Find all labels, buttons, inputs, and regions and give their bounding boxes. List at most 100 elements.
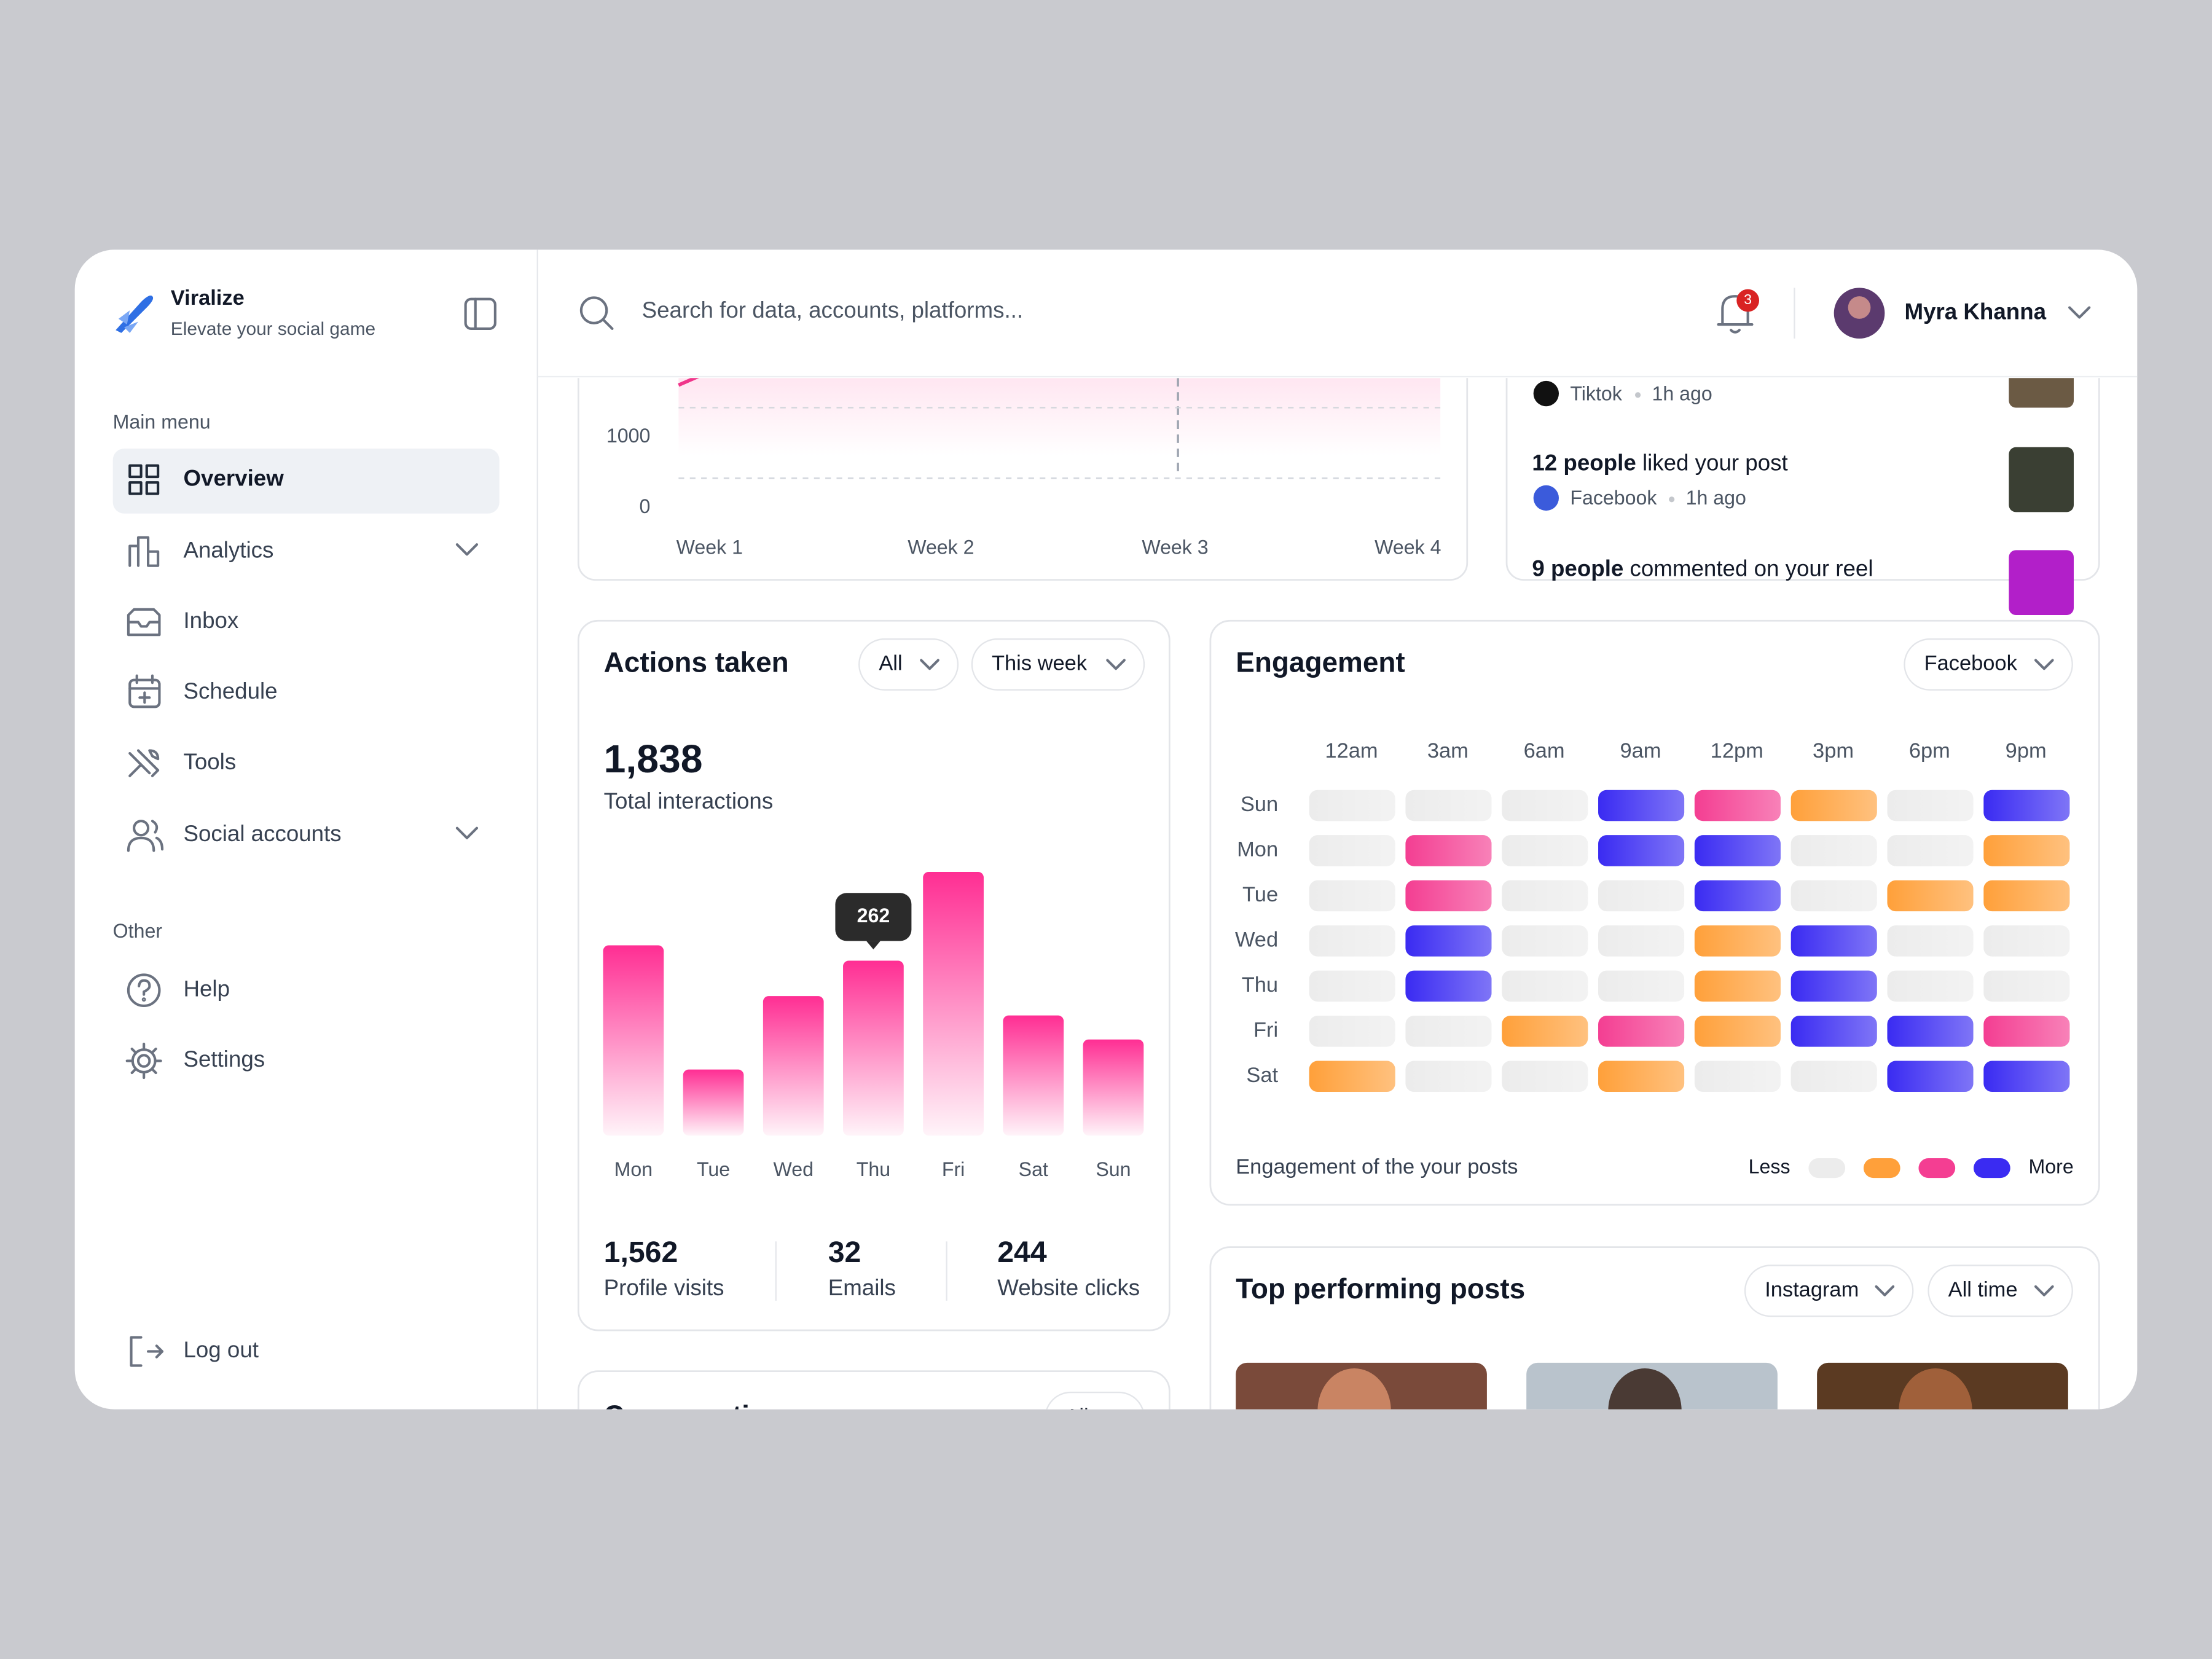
- dropdown[interactable]: [1928, 1265, 2073, 1317]
- chevron: [1107, 1414, 1124, 1422]
- cell-shade: [1694, 835, 1781, 866]
- dropdown[interactable]: [971, 638, 1145, 691]
- total: 1,838: [604, 737, 703, 781]
- menu-item[interactable]: Schedule: [183, 678, 277, 704]
- x-tick-label: Week 1: [677, 536, 743, 559]
- chevron: [2034, 1285, 2054, 1296]
- cell-shade: [1405, 1016, 1492, 1047]
- cell-shade: [1983, 835, 2070, 866]
- total-label: Total interactions: [604, 788, 774, 814]
- tooltip: [835, 893, 912, 941]
- y-tick-label: 0: [640, 495, 651, 517]
- line-series: [678, 378, 699, 387]
- chevron: [1106, 659, 1126, 670]
- time: 1h ago: [1652, 382, 1712, 404]
- cell-shade: [1790, 925, 1877, 957]
- thumbnail: [2009, 447, 2074, 512]
- x-tick-label: Week 4: [1375, 536, 1441, 559]
- dropdown-label: Facebook: [1924, 651, 2018, 675]
- cell-shade: [1405, 835, 1492, 866]
- bar: [683, 1069, 744, 1136]
- cell-shade: [1694, 1061, 1781, 1092]
- dropdown[interactable]: [1904, 638, 2073, 691]
- search-input[interactable]: Search for data, accounts, platforms...: [642, 297, 1023, 323]
- cell-shade: [1983, 1016, 2070, 1047]
- cell-shade: [1502, 880, 1588, 912]
- cell-shade: [1790, 1016, 1877, 1047]
- x-tick-label: Wed: [773, 1158, 813, 1180]
- area: [678, 378, 1441, 456]
- cell-shade: [1983, 880, 2070, 912]
- row-label: Wed: [1235, 928, 1278, 951]
- x-tick-label: Tue: [697, 1158, 730, 1180]
- bar: [763, 996, 824, 1136]
- bar: [603, 945, 664, 1136]
- dropdown[interactable]: [1045, 1391, 1144, 1443]
- search-icon: [602, 319, 614, 331]
- cell-shade: [1502, 970, 1588, 1002]
- cell-shade: [1405, 970, 1492, 1002]
- row-label: Mon: [1237, 838, 1278, 861]
- cell-shade: [1694, 1016, 1781, 1047]
- cell-shade: [1694, 925, 1781, 957]
- dropdown-label: This week: [992, 651, 1088, 675]
- tooltip-tip: [866, 941, 880, 950]
- column-label: 3am: [1427, 739, 1469, 763]
- sidebar-toggle[interactable]: [464, 297, 496, 331]
- cell-shade: [1502, 835, 1588, 866]
- menu-item[interactable]: Settings: [183, 1046, 265, 1072]
- column-label: 6am: [1524, 739, 1565, 763]
- column-label: 12am: [1325, 739, 1378, 763]
- message: commented on your reel: [1623, 555, 1873, 581]
- active-item[interactable]: [112, 449, 500, 514]
- cell-shade: [1790, 790, 1877, 822]
- column-label: 3pm: [1813, 739, 1854, 763]
- dropdown[interactable]: [858, 638, 959, 691]
- column-label: 9am: [1620, 739, 1661, 763]
- dropdown-label: Instagram: [1765, 1278, 1859, 1301]
- avatar-face: [1848, 296, 1871, 319]
- user-name[interactable]: Myra Khanna: [1904, 299, 2046, 324]
- card-title: Actions taken: [604, 646, 789, 678]
- menu-item[interactable]: Analytics: [183, 537, 273, 562]
- search-icon: [579, 296, 608, 324]
- menu-item[interactable]: Tools: [183, 749, 236, 774]
- bar: [843, 960, 904, 1136]
- menu-item[interactable]: Overview: [183, 465, 284, 490]
- cell-shade: [1405, 880, 1492, 912]
- legend-less: Less: [1749, 1156, 1790, 1178]
- main: 0 1000 Week 1 Week 2 Week 3 Week 4 Tiktok 1h ag…: [577, 378, 2100, 1443]
- icons: [125, 464, 479, 1367]
- engagement-card: [1209, 619, 2100, 1206]
- cell-shade: [1983, 970, 2070, 1002]
- cell-shade: [1694, 880, 1781, 912]
- menu-item[interactable]: Help: [183, 976, 230, 1001]
- stat-value: 244: [997, 1236, 1047, 1269]
- row-label: Sun: [1241, 793, 1278, 816]
- dropdown-label: All: [879, 651, 902, 675]
- chevron: [1875, 1285, 1895, 1296]
- card-title: Engagement: [1236, 646, 1405, 678]
- count: 12 people: [1532, 450, 1636, 475]
- cell-shade: [1598, 970, 1685, 1002]
- logo-flame: [118, 310, 138, 333]
- message: liked your post: [1636, 450, 1788, 475]
- cell-shade: [1598, 1061, 1685, 1092]
- notifications-card: [1505, 378, 2100, 581]
- dropdown[interactable]: [1744, 1265, 1914, 1317]
- chevron: [920, 659, 939, 670]
- cell-shade: [1598, 790, 1685, 822]
- menu-item[interactable]: Inbox: [183, 608, 238, 633]
- cell-shade: [1887, 880, 1974, 912]
- menu-item[interactable]: Social accounts: [183, 821, 341, 846]
- stat-label: Emails: [828, 1275, 896, 1300]
- cell-shade: [1887, 790, 1974, 822]
- cell-shade: [1405, 1061, 1492, 1092]
- logout[interactable]: Log out: [183, 1337, 259, 1362]
- column-label: 6pm: [1909, 739, 1950, 763]
- row-label: Thu: [1242, 973, 1278, 997]
- legend-more: More: [2029, 1156, 2074, 1178]
- cell-shade: [1502, 925, 1588, 957]
- x-tick-label: Thu: [857, 1158, 890, 1180]
- cell-shade: [1502, 790, 1588, 822]
